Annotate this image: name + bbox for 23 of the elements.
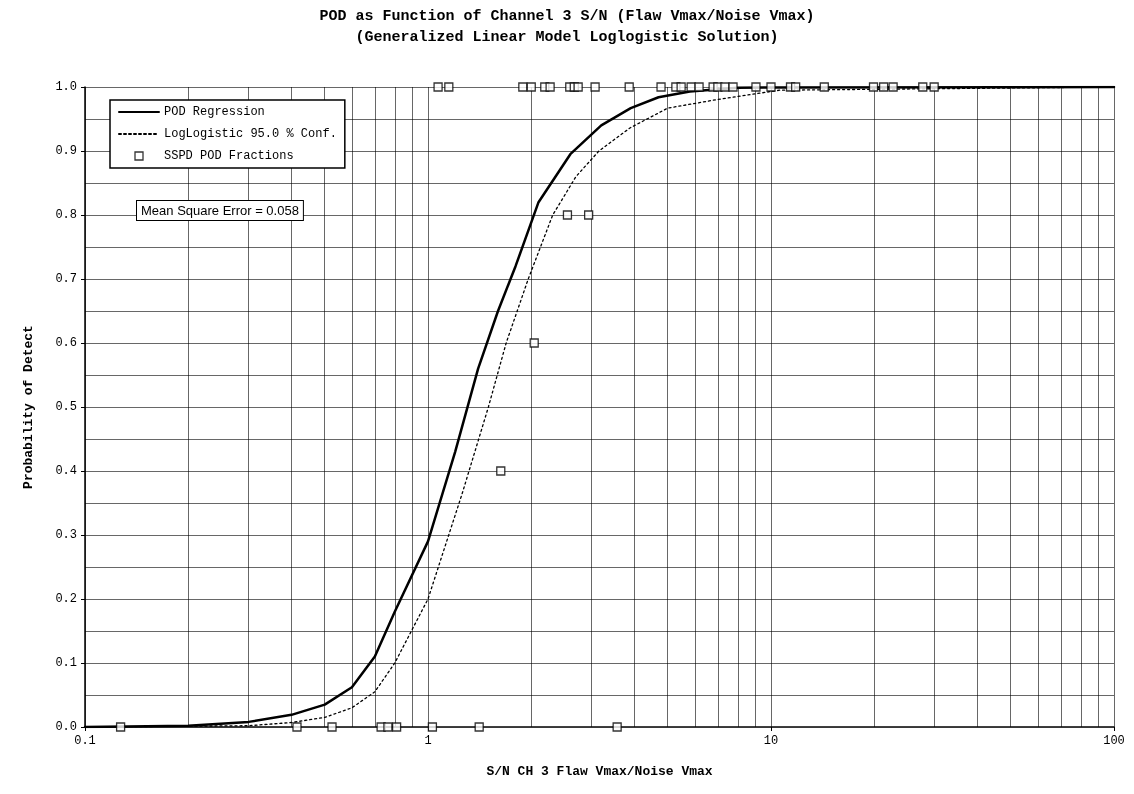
y-axis-title: Probability of Detect xyxy=(21,325,36,489)
chart-subtitle: (Generalized Linear Model Loglogistic Solution) xyxy=(355,29,779,46)
legend-label: LogLogistic 95.0 % Conf. xyxy=(164,127,337,141)
y-tick-label: 0.0 xyxy=(55,720,77,734)
y-tick-label: 0.1 xyxy=(55,656,77,670)
annotation: Mean Square Error = 0.058 xyxy=(141,203,299,218)
legend-label: POD Regression xyxy=(164,105,265,119)
x-tick-label: 100 xyxy=(1103,734,1125,748)
y-tick-label: 0.2 xyxy=(55,592,77,606)
x-axis-title: S/N CH 3 Flaw Vmax/Noise Vmax xyxy=(486,764,713,779)
y-tick-label: 1.0 xyxy=(55,80,77,94)
x-tick-label: 1 xyxy=(424,734,432,748)
x-tick-label: 10 xyxy=(763,734,779,748)
y-tick-label: 0.4 xyxy=(55,464,77,478)
y-tick-label: 0.3 xyxy=(55,528,77,542)
y-tick-label: 0.5 xyxy=(55,400,77,414)
y-tick-label: 0.6 xyxy=(55,336,77,350)
x-tick-label: 0.1 xyxy=(74,734,96,748)
chart-title: POD as Function of Channel 3 S/N (Flaw Vmax/Noise Vmax) xyxy=(319,8,815,25)
y-tick-label: 0.7 xyxy=(55,272,77,286)
y-tick-label: 0.8 xyxy=(55,208,77,222)
legend-label: SSPD POD Fractions xyxy=(164,149,294,163)
y-tick-label: 0.9 xyxy=(55,144,77,158)
